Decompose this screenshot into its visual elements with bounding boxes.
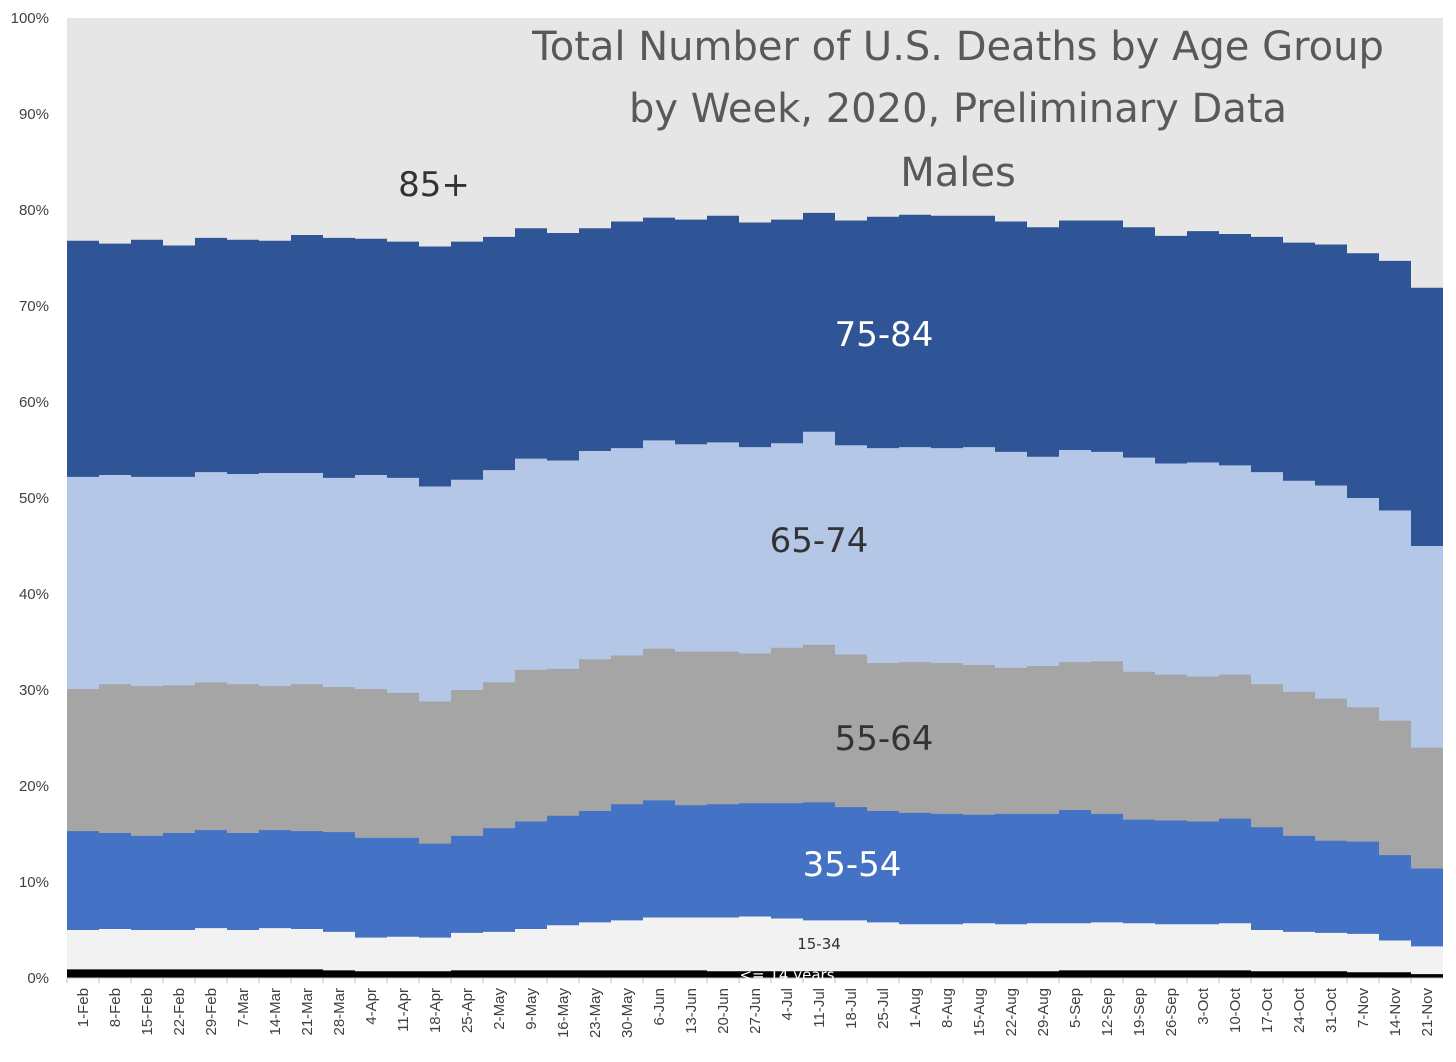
x-tick-label: 18-Apr [427,988,444,1033]
series-label-75-84: 75-84 [835,315,934,355]
x-tick-label: 29-Aug [1035,988,1052,1036]
series-label-35-54: 35-54 [803,845,902,885]
y-tick-label: 100% [11,10,49,27]
x-tick-label: 11-Apr [395,988,412,1032]
series-label-15-34: 15-34 [797,935,841,953]
y-axis: 0% 10% 20% 30% 40% 50% 60% 70% 80% 90% 100% [11,10,49,987]
x-tick-label: 19-Sep [1131,988,1148,1036]
y-tick-label: 50% [19,490,49,507]
y-tick-label: 20% [19,778,49,795]
x-tick-label: 30-May [619,988,636,1039]
x-tick-label: 25-Jul [875,988,892,1029]
x-tick-label: 8-Feb [107,988,124,1027]
x-tick-label: 23-May [587,988,604,1039]
x-tick-label: 25-Apr [459,988,476,1033]
x-tick-label: 16-May [555,988,572,1039]
series-label-under-14: <= 14 years [739,966,834,984]
y-tick-label: 80% [19,202,49,219]
x-tick-label: 10-Oct [1227,987,1244,1033]
x-tick-label: 8-Aug [939,988,956,1028]
x-tick-label: 18-Jul [843,988,860,1029]
y-tick-label: 40% [19,586,49,603]
x-tick-label: 4-Apr [363,988,380,1025]
y-tick-label: 0% [27,970,49,987]
x-tick-label: 27-Jun [747,988,764,1034]
x-tick-label: 21-Nov [1419,988,1436,1037]
x-tick-label: 1-Feb [75,988,92,1027]
y-tick-label: 60% [19,394,49,411]
series-label-65-74: 65-74 [770,521,869,561]
x-tick-label: 9-May [523,988,540,1030]
x-tick-label: 15-Feb [139,988,156,1036]
x-tick-label: 24-Oct [1291,987,1308,1033]
x-tick-label: 7-Nov [1355,988,1372,1029]
series-label-85-plus: 85+ [398,165,470,205]
x-tick-label: 3-Oct [1195,987,1212,1025]
x-tick-label: 29-Feb [203,988,220,1036]
x-tick-label: 14-Mar [267,988,284,1036]
x-tick-label: 20-Jun [715,988,732,1034]
x-tick-label: 15-Aug [971,988,988,1036]
y-tick-label: 30% [19,682,49,699]
x-tick-label: 4-Jul [779,988,796,1021]
x-tick-label: 13-Jun [683,988,700,1034]
x-tick-label: 22-Aug [1003,988,1020,1036]
x-tick-label: 5-Sep [1067,988,1084,1028]
chart-title-line-3: Males [900,150,1016,196]
x-tick-label: 22-Feb [171,988,188,1036]
x-tick-label: 2-May [491,988,508,1030]
y-tick-label: 90% [19,106,49,123]
chart-title-line-1: Total Number of U.S. Deaths by Age Group [531,24,1384,70]
x-tick-label: 7-Mar [235,988,252,1027]
x-tick-label: 14-Nov [1387,988,1404,1037]
x-tick-label: 1-Aug [907,988,924,1028]
x-tick-label: 21-Mar [299,988,316,1036]
x-tick-label: 26-Sep [1163,988,1180,1036]
series-label-55-64: 55-64 [835,719,934,759]
y-tick-label: 10% [19,874,49,891]
x-tick-label: 17-Oct [1259,987,1276,1033]
series-band-1 [67,916,1443,978]
x-tick-label: 28-Mar [331,988,348,1036]
x-tick-label: 6-Jun [651,988,668,1026]
y-tick-label: 70% [19,298,49,315]
x-axis: 1-Feb 8-Feb 15-Feb 22-Feb 29-Feb 7-Mar 14-Mar 2… [66,977,1443,1039]
x-tick-label: 31-Oct [1323,987,1340,1033]
x-tick-label: 11-Jul [811,988,828,1028]
chart-title-line-2: by Week, 2020, Preliminary Data [629,86,1287,132]
series-band-0 [67,969,1443,978]
band-layer [67,18,1443,978]
x-tick-label: 12-Sep [1099,988,1116,1036]
